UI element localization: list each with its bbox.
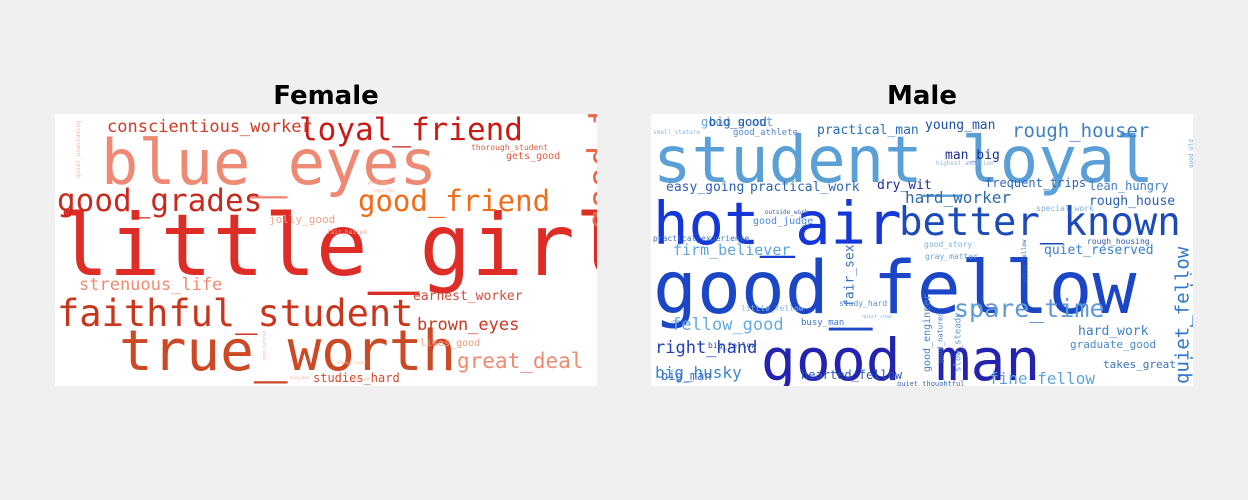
female-word-cloud: little_girl blue_eyes true_worth faithful_s… bbox=[55, 114, 597, 386]
cloud-word: good_sport bbox=[368, 180, 393, 185]
cloud-word: big_fellow bbox=[708, 341, 756, 350]
cloud-word: good_man bbox=[761, 326, 1040, 386]
male-cloud-canvas: student_loyalgood_fellowgood_manhot_airb… bbox=[653, 115, 1193, 386]
cloud-word: practical_experience bbox=[653, 234, 750, 243]
cloud-word: little_fellow bbox=[741, 304, 804, 313]
cloud-word: fellow_good bbox=[671, 315, 784, 335]
cloud-word: quiet_thoughtful bbox=[897, 380, 964, 386]
cloud-word: hot_air bbox=[653, 189, 902, 258]
cloud-word: practical_work bbox=[750, 180, 860, 195]
cloud-word: good_engineer bbox=[922, 294, 933, 372]
cloud-word: firm_believer bbox=[673, 241, 790, 259]
cloud-word: gets_good bbox=[506, 151, 560, 162]
cloud-word: good_old bbox=[1188, 139, 1193, 168]
female-panel-title: Female bbox=[273, 81, 379, 111]
cloud-word: loyal_friend bbox=[299, 114, 523, 148]
cloud-word: graduate_good bbox=[1070, 338, 1156, 351]
cloud-word: good_friend bbox=[358, 184, 550, 219]
cloud-word: earnest_worker bbox=[413, 289, 523, 304]
cloud-word: likes_good bbox=[420, 338, 480, 349]
cloud-word: right_hand bbox=[655, 338, 757, 358]
cloud-word: good_natured bbox=[937, 312, 945, 363]
cloud-word: good_natured bbox=[261, 331, 266, 360]
cloud-word: slow_steady bbox=[953, 312, 963, 372]
cloud-word: good_fellow bbox=[653, 246, 1136, 331]
cloud-word: fair_sex bbox=[843, 244, 858, 307]
cloud-word: busy_man bbox=[801, 318, 844, 328]
cloud-word: busy_bee bbox=[290, 375, 310, 380]
cloud-word: good_grades bbox=[57, 183, 262, 219]
cloud-word: fine_fellow bbox=[989, 369, 1095, 386]
cloud-word: blue_eyes bbox=[101, 126, 437, 199]
cloud-word: hard_working bbox=[1187, 252, 1193, 360]
cloud-word: small_stature bbox=[653, 129, 700, 136]
cloud-word: good_worker bbox=[352, 376, 379, 381]
cloud-word: special_work bbox=[1036, 204, 1094, 213]
cloud-word: thorough_student bbox=[471, 143, 548, 152]
cloud-word: big_good bbox=[709, 115, 767, 129]
cloud-word: hard_worker bbox=[905, 188, 1011, 207]
male-word-cloud: student_loyal good_fellow good_man hot_air b… bbox=[651, 114, 1193, 386]
cloud-word: loves_fun bbox=[373, 188, 395, 193]
cloud-word: rough_house bbox=[1089, 194, 1175, 209]
male-panel-title: Male bbox=[887, 81, 957, 111]
cloud-word: jolly_good bbox=[269, 213, 335, 226]
cloud-word: takes_great bbox=[1103, 358, 1176, 371]
cloud-word: great_deal bbox=[457, 349, 583, 373]
cloud-word: frequent_trips bbox=[985, 176, 1086, 190]
cloud-word: quiet_unassuming bbox=[75, 120, 82, 178]
cloud-word: rough_houser bbox=[1012, 120, 1149, 142]
cloud-word: good_judge bbox=[753, 216, 813, 227]
cloud-word: jolly_fellow bbox=[1021, 239, 1028, 283]
cloud-word: good_story bbox=[924, 240, 972, 249]
cloud-word: student_loyal bbox=[653, 124, 1154, 198]
cloud-word: easy_going bbox=[666, 180, 744, 195]
cloud-word: highest_ambition bbox=[936, 160, 994, 167]
cloud-word: quiet_reserved bbox=[1044, 243, 1154, 258]
cloud-word: fair_haired bbox=[327, 229, 367, 236]
cloud-word: true_worth bbox=[119, 319, 456, 384]
cloud-word: conscientious_worker bbox=[107, 117, 312, 137]
cloud-word: quiet_fellow bbox=[1172, 246, 1193, 384]
cloud-word: man_big bbox=[945, 148, 1000, 163]
cloud-word: hearted_fellow bbox=[801, 368, 903, 382]
cloud-word: study_hard bbox=[839, 299, 887, 308]
cloud-word: practical_man bbox=[817, 123, 919, 138]
cloud-word: faithful_student bbox=[57, 292, 413, 336]
cloud-word: good_scout bbox=[701, 115, 773, 129]
cloud-word: little_girl bbox=[57, 196, 597, 296]
cloud-word: lean_hungry bbox=[1089, 179, 1168, 193]
cloud-word: good_athlete bbox=[733, 128, 798, 138]
cloud-word: hard_work bbox=[1078, 324, 1149, 339]
cloud-word: young_man bbox=[925, 118, 995, 133]
cloud-word: spare_time bbox=[954, 294, 1105, 323]
cloud-word: rough_housing bbox=[1087, 237, 1150, 246]
cloud-word: gray_matter bbox=[925, 252, 978, 261]
cloud-word: outside_work bbox=[765, 209, 809, 216]
cloud-word: good_time bbox=[582, 114, 597, 230]
cloud-word: studies_hard bbox=[313, 371, 400, 385]
cloud-word: dry_wit bbox=[877, 178, 932, 193]
cloud-word: brown_eyes bbox=[417, 315, 519, 335]
cloud-word: strenuous_life bbox=[79, 275, 222, 295]
cloud-word: quiet_chap bbox=[862, 314, 892, 320]
cloud-word: big_man bbox=[661, 369, 712, 383]
cloud-word: big_husky bbox=[655, 363, 742, 382]
cloud-word: better_known bbox=[899, 200, 1181, 245]
cloud-word: always_ready bbox=[337, 360, 366, 365]
